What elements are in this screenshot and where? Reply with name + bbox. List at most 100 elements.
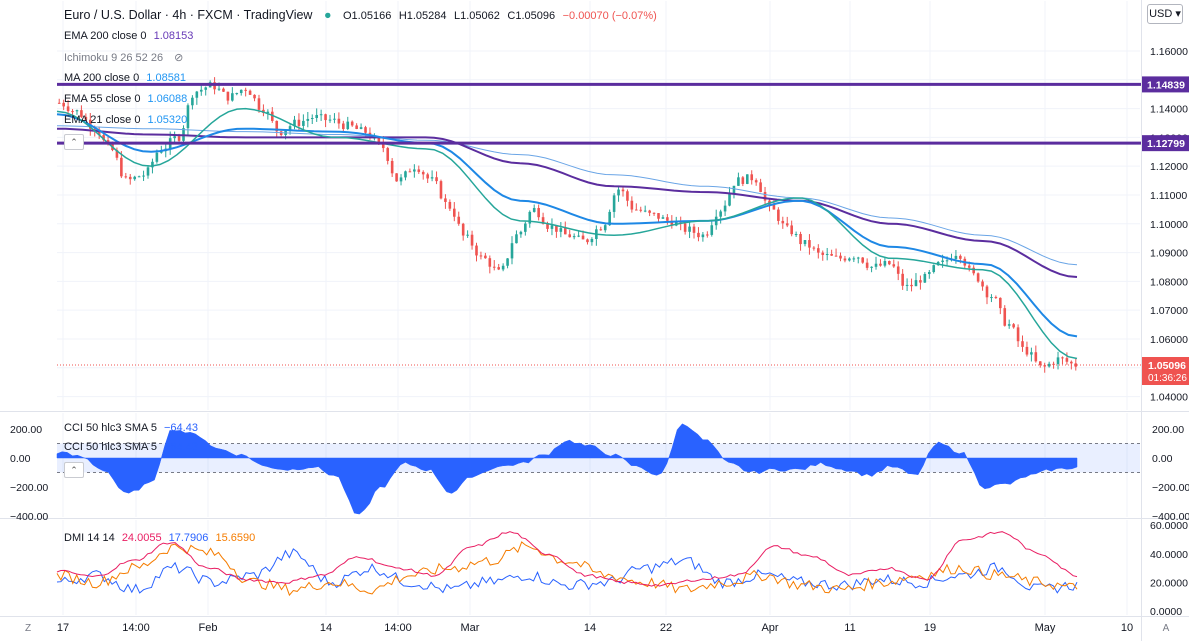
candle-body	[546, 223, 549, 229]
cci-tick-label: 0.00	[1152, 453, 1173, 465]
candle-body	[66, 106, 70, 112]
candle-body	[759, 182, 762, 193]
cci-legend-2[interactable]: CCI 50 hlc3 SMA 5 −64.43	[64, 441, 198, 453]
candle-body	[657, 213, 660, 219]
time-tick-label: 17	[57, 622, 69, 634]
candle-body	[1047, 363, 1051, 367]
zoom-toggle[interactable]: Z	[25, 623, 31, 634]
candle-body	[97, 129, 101, 136]
candle-body	[328, 119, 332, 121]
time-tick-label: 19	[924, 622, 936, 634]
candle-body	[1038, 361, 1042, 366]
legend-label: Ichimoku 9 26 52 26	[64, 52, 164, 64]
candle-body	[208, 82, 212, 88]
legend-ema200[interactable]: EMA 200 close 0 1.08153	[64, 30, 193, 42]
market-status-icon: ●	[323, 8, 332, 22]
cci-tick-label: −200.00	[1152, 482, 1189, 494]
candle-body	[679, 222, 682, 224]
candle-body	[164, 148, 168, 152]
candle-body	[315, 114, 318, 118]
candle-body	[248, 90, 252, 95]
candle-body	[359, 127, 363, 129]
currency-select[interactable]: USD ▾	[1147, 4, 1183, 24]
candle-body	[373, 137, 376, 139]
time-tick-label: 11	[844, 622, 855, 634]
ma200-line	[56, 125, 1078, 266]
candle-body	[692, 226, 696, 233]
candle-body	[1034, 352, 1038, 362]
candle-body	[231, 93, 234, 101]
candle-body	[168, 138, 172, 149]
candle-body	[706, 234, 709, 236]
candle-body	[825, 253, 829, 255]
time-tick-label: 14:00	[122, 622, 150, 634]
candle-body	[843, 258, 847, 261]
cci-left-tick-label: −400.00	[10, 511, 48, 523]
legend-ma200[interactable]: MA 200 close 0 1.08581	[64, 72, 186, 84]
price-tick-label: 1.12000	[1150, 161, 1188, 173]
legend-value: 1.06088	[147, 93, 188, 105]
legend-ema55[interactable]: EMA 55 close 0 1.06088	[64, 93, 187, 105]
candle-body	[319, 114, 323, 116]
candle-body	[643, 210, 647, 212]
candle-body	[448, 201, 452, 209]
auto-scale-toggle[interactable]: A	[1163, 623, 1170, 634]
eye-off-icon[interactable]: ⊘	[174, 52, 184, 64]
cci-tick-label: 200.00	[1152, 424, 1184, 436]
candle-body	[470, 234, 474, 246]
candle-body	[71, 111, 74, 113]
legend-ichimoku[interactable]: Ichimoku 9 26 52 26 ⊘	[64, 51, 183, 64]
candle-body	[350, 121, 354, 126]
candle-body	[985, 286, 989, 298]
candle-body	[1052, 363, 1055, 365]
currency-label: USD	[1149, 8, 1173, 20]
candle-body	[635, 209, 638, 211]
candle-body	[275, 120, 279, 132]
time-tick-label: 22	[660, 622, 672, 634]
ohlc-change: −0.00070 (−0.07%)	[562, 10, 657, 22]
candle-body	[306, 118, 310, 121]
candle-body	[151, 161, 154, 168]
cci-left-tick-label: 0.00	[10, 453, 31, 465]
candle-body	[896, 266, 900, 274]
candle-body	[199, 89, 203, 92]
cci-tick-label: −400.00	[1152, 511, 1189, 523]
cci-collapse-button[interactable]: ⌃	[64, 462, 84, 478]
plus-di-line	[56, 548, 1078, 594]
legend-ema21[interactable]: EMA 21 close 0 1.05320	[64, 114, 187, 126]
candle-body	[568, 234, 572, 238]
candle-body	[812, 247, 816, 249]
candle-body	[381, 142, 385, 149]
adx-value: 24.0055	[121, 532, 162, 544]
candle-body	[501, 265, 505, 270]
level-price-label: 1.12799	[1147, 138, 1185, 150]
cci-band	[57, 443, 1140, 473]
candle-body	[666, 217, 669, 221]
candle-body	[399, 177, 403, 182]
candle-body	[1016, 327, 1020, 342]
candle-body	[617, 189, 620, 196]
candle-body	[128, 176, 132, 180]
candle-body	[941, 260, 944, 263]
chevron-up-icon: ⌃	[70, 465, 78, 475]
candle-body	[1003, 308, 1007, 326]
legend-collapse-button[interactable]: ⌃	[64, 134, 84, 150]
legend-label: CCI 50 hlc3 SMA 5	[64, 441, 157, 453]
candle-body	[603, 225, 607, 231]
candle-body	[976, 273, 980, 282]
candle-body	[563, 228, 567, 235]
candle-body	[1074, 363, 1078, 367]
candle-body	[466, 234, 469, 236]
candle-body	[177, 136, 181, 141]
symbol-title[interactable]: Euro / U.S. Dollar · 4h · FXCM · Trading…	[64, 8, 313, 22]
price-tick-label: 1.09000	[1150, 248, 1188, 260]
candle-body	[661, 217, 665, 219]
candle-body	[1021, 341, 1024, 347]
candle-body	[337, 118, 341, 124]
candle-body	[967, 265, 971, 268]
dmi-legend[interactable]: DMI 14 14 24.0055 17.7906 15.6590	[64, 532, 255, 544]
candle-body	[817, 248, 820, 253]
candle-body	[963, 258, 967, 266]
candle-body	[421, 171, 425, 175]
cci-legend[interactable]: CCI 50 hlc3 SMA 5 −64.43	[64, 422, 198, 434]
